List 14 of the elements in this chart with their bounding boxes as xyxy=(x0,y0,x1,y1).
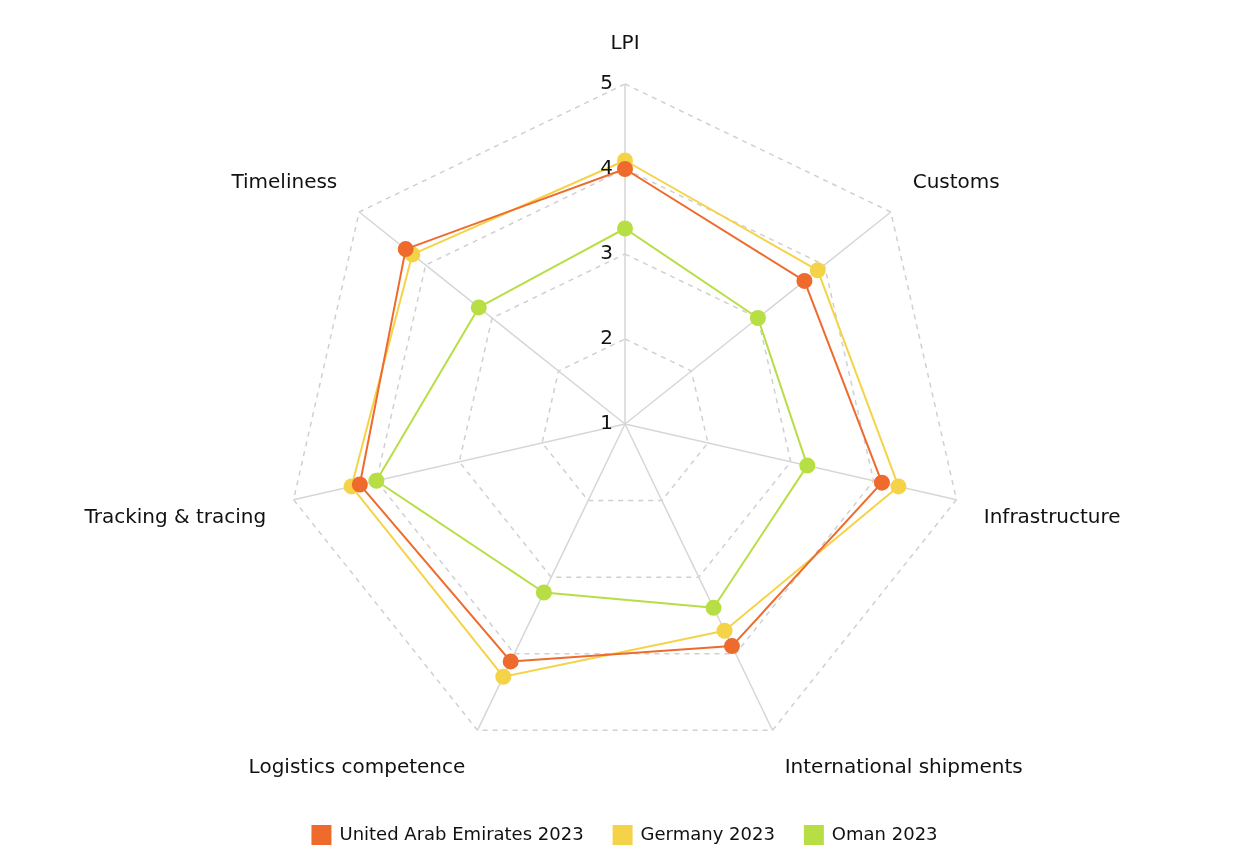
legend-label: United Arab Emirates 2023 xyxy=(339,822,584,844)
y-tick-label: 3 xyxy=(600,240,613,265)
spoke-label: Customs xyxy=(912,168,1000,193)
spoke-label: Tracking & tracing xyxy=(83,504,267,529)
spoke-label: Logistics competence xyxy=(248,753,466,778)
legend-label: Germany 2023 xyxy=(640,822,775,844)
legend-label: Oman 2023 xyxy=(831,822,938,844)
spoke-label: Infrastructure xyxy=(983,504,1121,529)
y-tick-label: 5 xyxy=(600,70,613,95)
spoke-label: International shipments xyxy=(784,753,1023,778)
spoke-label: Timeliness xyxy=(230,168,338,193)
y-tick-label: 1 xyxy=(600,410,613,435)
spoke-label: LPI xyxy=(610,30,640,55)
y-tick-label: 2 xyxy=(600,325,613,350)
